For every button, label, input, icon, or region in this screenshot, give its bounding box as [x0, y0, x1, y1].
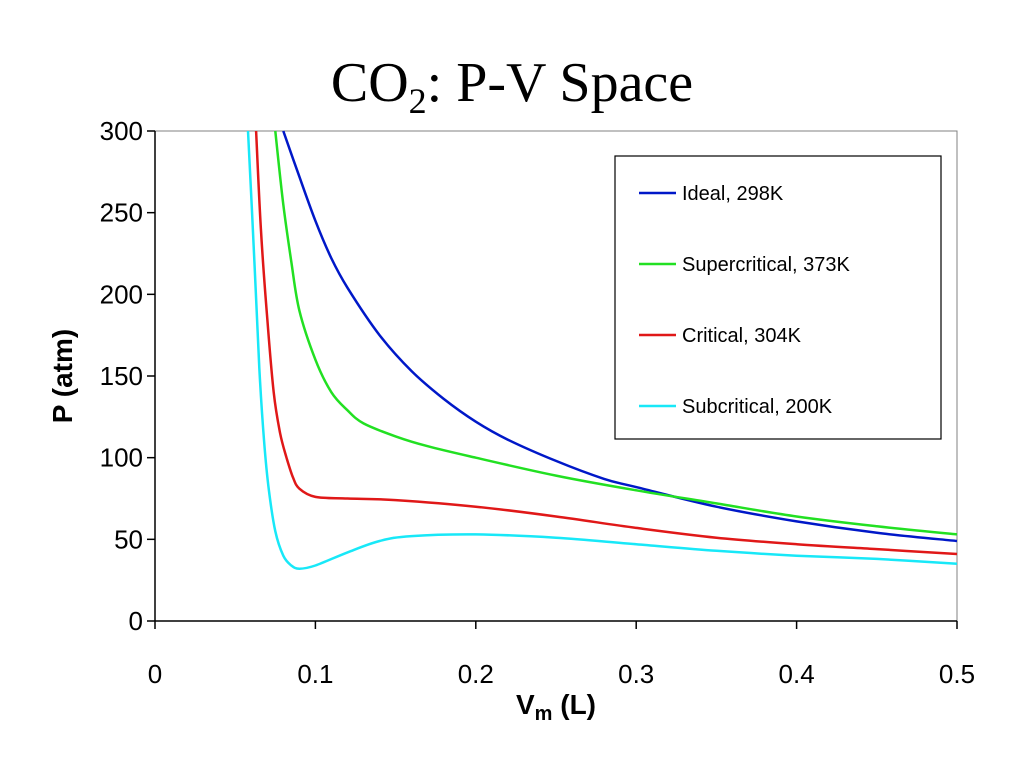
- y-tick-label: 250: [100, 198, 143, 228]
- y-tick-label: 150: [100, 361, 143, 391]
- legend-entry: Subcritical, 200K: [682, 396, 833, 418]
- chart-title: CO2: P-V Space: [330, 52, 694, 121]
- x-tick-label: 0: [148, 659, 162, 689]
- x-tick-label: 0.4: [779, 659, 815, 689]
- y-tick-label: 300: [100, 116, 143, 146]
- legend-entry: Critical, 304K: [682, 325, 802, 347]
- y-tick-label: 100: [100, 443, 143, 473]
- y-tick-label: 200: [100, 279, 143, 309]
- x-tick-label: 0.2: [458, 659, 494, 689]
- y-tick-label: 50: [114, 524, 143, 554]
- axes: 0 50 100 150 200 250 300 0 0.1 0.2 0.3 0.4 0.5: [100, 116, 975, 689]
- x-axis-label: Vm (L): [516, 689, 596, 725]
- x-tick-label: 0.3: [618, 659, 654, 689]
- series-line-1: [274, 130, 958, 536]
- series-line-0: [282, 130, 958, 543]
- x-tick-label: 0.1: [297, 659, 333, 689]
- x-tick-label: 0.5: [939, 659, 975, 689]
- legend: Ideal, 298K Supercritical, 373K Critical, …: [614, 155, 942, 440]
- legend-entry: Supercritical, 373K: [682, 254, 851, 276]
- legend-box: [614, 155, 942, 440]
- series-line-2: [254, 130, 958, 556]
- series-line-3: [246, 130, 958, 570]
- series-lines: [246, 130, 958, 570]
- y-axis-label: P (atm): [47, 329, 78, 423]
- y-tick-label: 0: [129, 606, 143, 636]
- legend-entry: Ideal, 298K: [682, 183, 784, 205]
